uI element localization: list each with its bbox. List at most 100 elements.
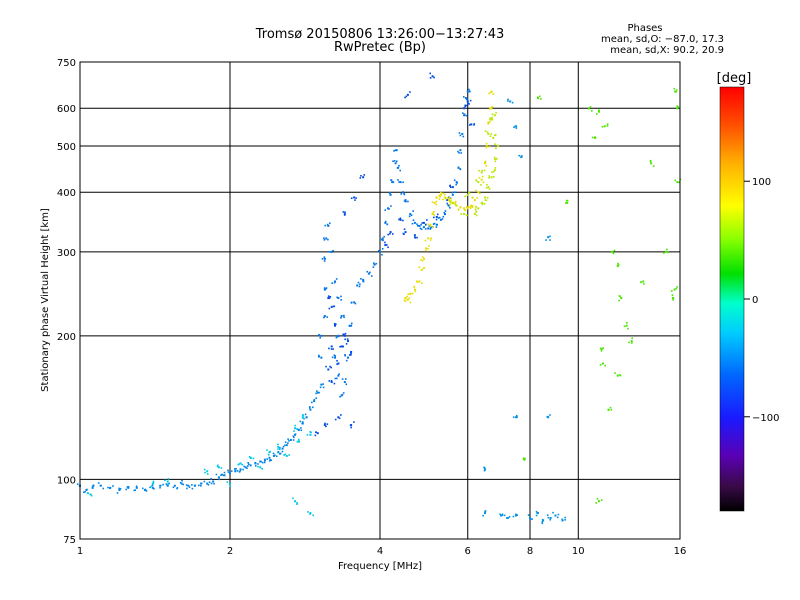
data-point <box>501 513 504 516</box>
data-point <box>372 266 375 268</box>
data-point <box>340 414 342 416</box>
data-point <box>438 216 441 219</box>
data-point <box>484 161 486 164</box>
data-point <box>387 246 389 249</box>
data-point <box>433 210 435 213</box>
data-point <box>520 156 522 159</box>
data-point <box>350 301 353 304</box>
data-point <box>476 197 478 199</box>
data-point <box>97 482 100 484</box>
data-point <box>301 421 304 423</box>
data-point <box>409 213 412 216</box>
data-point <box>674 179 676 182</box>
data-point <box>424 239 427 242</box>
data-point <box>603 125 606 128</box>
data-point <box>261 467 264 470</box>
data-point <box>466 90 469 93</box>
data-point <box>416 281 419 283</box>
data-point <box>413 221 416 224</box>
data-point <box>596 113 598 115</box>
data-point <box>416 236 418 239</box>
data-point <box>285 454 288 457</box>
data-point <box>118 489 121 492</box>
data-point <box>416 223 418 225</box>
data-point <box>471 206 474 208</box>
data-point <box>515 514 518 517</box>
data-point <box>453 191 456 194</box>
data-point <box>676 286 678 288</box>
data-point <box>191 487 194 490</box>
data-point <box>500 514 503 517</box>
data-point <box>375 262 378 265</box>
data-point <box>454 202 457 204</box>
data-point <box>443 196 446 199</box>
data-point <box>339 345 341 348</box>
data-point <box>628 341 630 344</box>
data-point <box>535 510 538 513</box>
data-point <box>336 377 338 380</box>
data-point <box>331 356 334 359</box>
data-point <box>506 517 509 520</box>
data-point <box>491 119 494 121</box>
data-point <box>475 210 477 212</box>
data-point <box>496 144 499 147</box>
data-point <box>198 484 200 487</box>
data-point <box>427 223 430 226</box>
data-point <box>435 196 437 199</box>
data-point <box>427 237 430 240</box>
y-tick-label: 600 <box>57 104 76 115</box>
data-point <box>186 487 188 490</box>
data-point <box>495 157 498 160</box>
data-point <box>272 454 275 457</box>
data-point <box>564 519 566 521</box>
data-point <box>173 484 176 487</box>
data-point <box>507 98 509 101</box>
data-point <box>346 338 349 340</box>
data-point <box>263 461 266 464</box>
data-point <box>309 512 312 515</box>
data-point <box>600 350 603 352</box>
data-point <box>359 283 361 286</box>
data-point <box>475 189 477 192</box>
data-point <box>676 107 678 110</box>
data-point <box>418 224 421 227</box>
data-point <box>299 420 302 423</box>
data-point <box>433 216 435 219</box>
data-point <box>564 516 566 519</box>
data-point <box>356 284 359 287</box>
data-point <box>306 433 309 436</box>
data-point <box>394 149 397 152</box>
data-point <box>631 342 633 344</box>
data-point <box>200 482 203 485</box>
data-point <box>529 518 532 520</box>
data-point <box>342 333 345 336</box>
data-point <box>673 90 676 93</box>
data-point <box>127 486 130 489</box>
grid-lines <box>80 62 680 539</box>
data-point <box>614 372 616 374</box>
data-point <box>483 202 486 205</box>
data-point <box>326 316 328 318</box>
data-point <box>182 483 184 486</box>
data-point <box>485 187 488 189</box>
y-tick-label: 100 <box>57 475 76 486</box>
data-point <box>595 502 598 504</box>
data-point <box>545 239 547 241</box>
data-point <box>604 364 607 367</box>
data-point <box>322 386 325 389</box>
data-point <box>247 463 250 466</box>
data-point <box>457 209 460 211</box>
data-point <box>89 493 92 496</box>
data-point <box>484 510 486 513</box>
data-point <box>494 160 497 163</box>
data-point <box>405 200 407 203</box>
data-point <box>565 199 568 202</box>
data-point <box>428 245 430 247</box>
data-point <box>318 391 320 394</box>
data-point <box>385 244 388 246</box>
data-point <box>319 386 322 389</box>
data-point <box>609 406 612 409</box>
data-point <box>487 123 490 125</box>
data-point <box>409 293 412 295</box>
data-point <box>339 395 341 398</box>
